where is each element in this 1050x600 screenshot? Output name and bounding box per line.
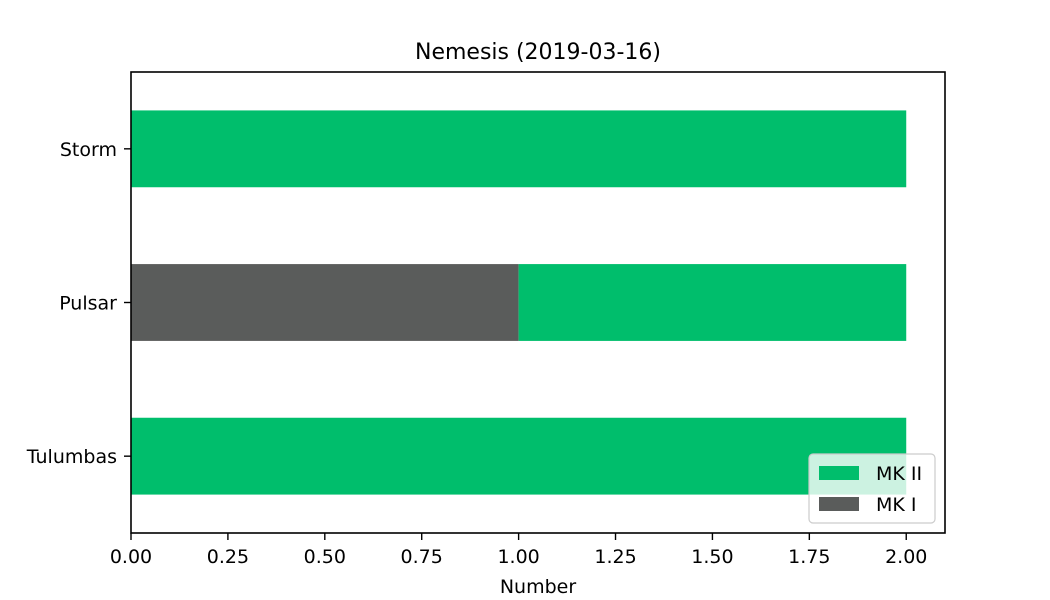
x-tick-label: 1.50 xyxy=(691,546,733,568)
y-tick-label: Storm xyxy=(60,139,117,161)
bar-pulsar-series-0 xyxy=(131,264,519,341)
x-tick-label: 1.75 xyxy=(788,546,830,568)
x-tick-label: 0.00 xyxy=(110,546,152,568)
legend-swatch xyxy=(819,497,859,511)
bar-pulsar-series-1 xyxy=(518,264,907,341)
y-tick-label: Tulumbas xyxy=(26,446,117,468)
y-tick-label: Pulsar xyxy=(59,293,117,315)
legend: MK II MK I xyxy=(808,453,936,524)
legend-label: MK II xyxy=(876,463,922,485)
chart-title: Nemesis (2019-03-16) xyxy=(415,40,661,65)
legend-label: MK I xyxy=(876,494,917,516)
x-tick-label: 0.75 xyxy=(401,546,443,568)
x-tick-label: 1.25 xyxy=(594,546,636,568)
bar-tulumbas-series-1 xyxy=(131,417,907,495)
x-tick-label: 2.00 xyxy=(885,546,927,568)
x-axis-label: Number xyxy=(500,576,577,598)
x-tick-label: 1.00 xyxy=(497,546,539,568)
y-axis: Storm Pulsar Tulumbas xyxy=(26,139,131,468)
x-axis: 0.00 0.25 0.50 0.75 1.00 1.25 1.50 1.75 2.00 xyxy=(110,533,927,568)
bars-layer xyxy=(131,110,907,495)
legend-swatch xyxy=(819,466,859,480)
bar-storm-series-1 xyxy=(131,110,907,188)
x-tick-label: 0.50 xyxy=(304,546,346,568)
x-tick-label: 0.25 xyxy=(207,546,249,568)
